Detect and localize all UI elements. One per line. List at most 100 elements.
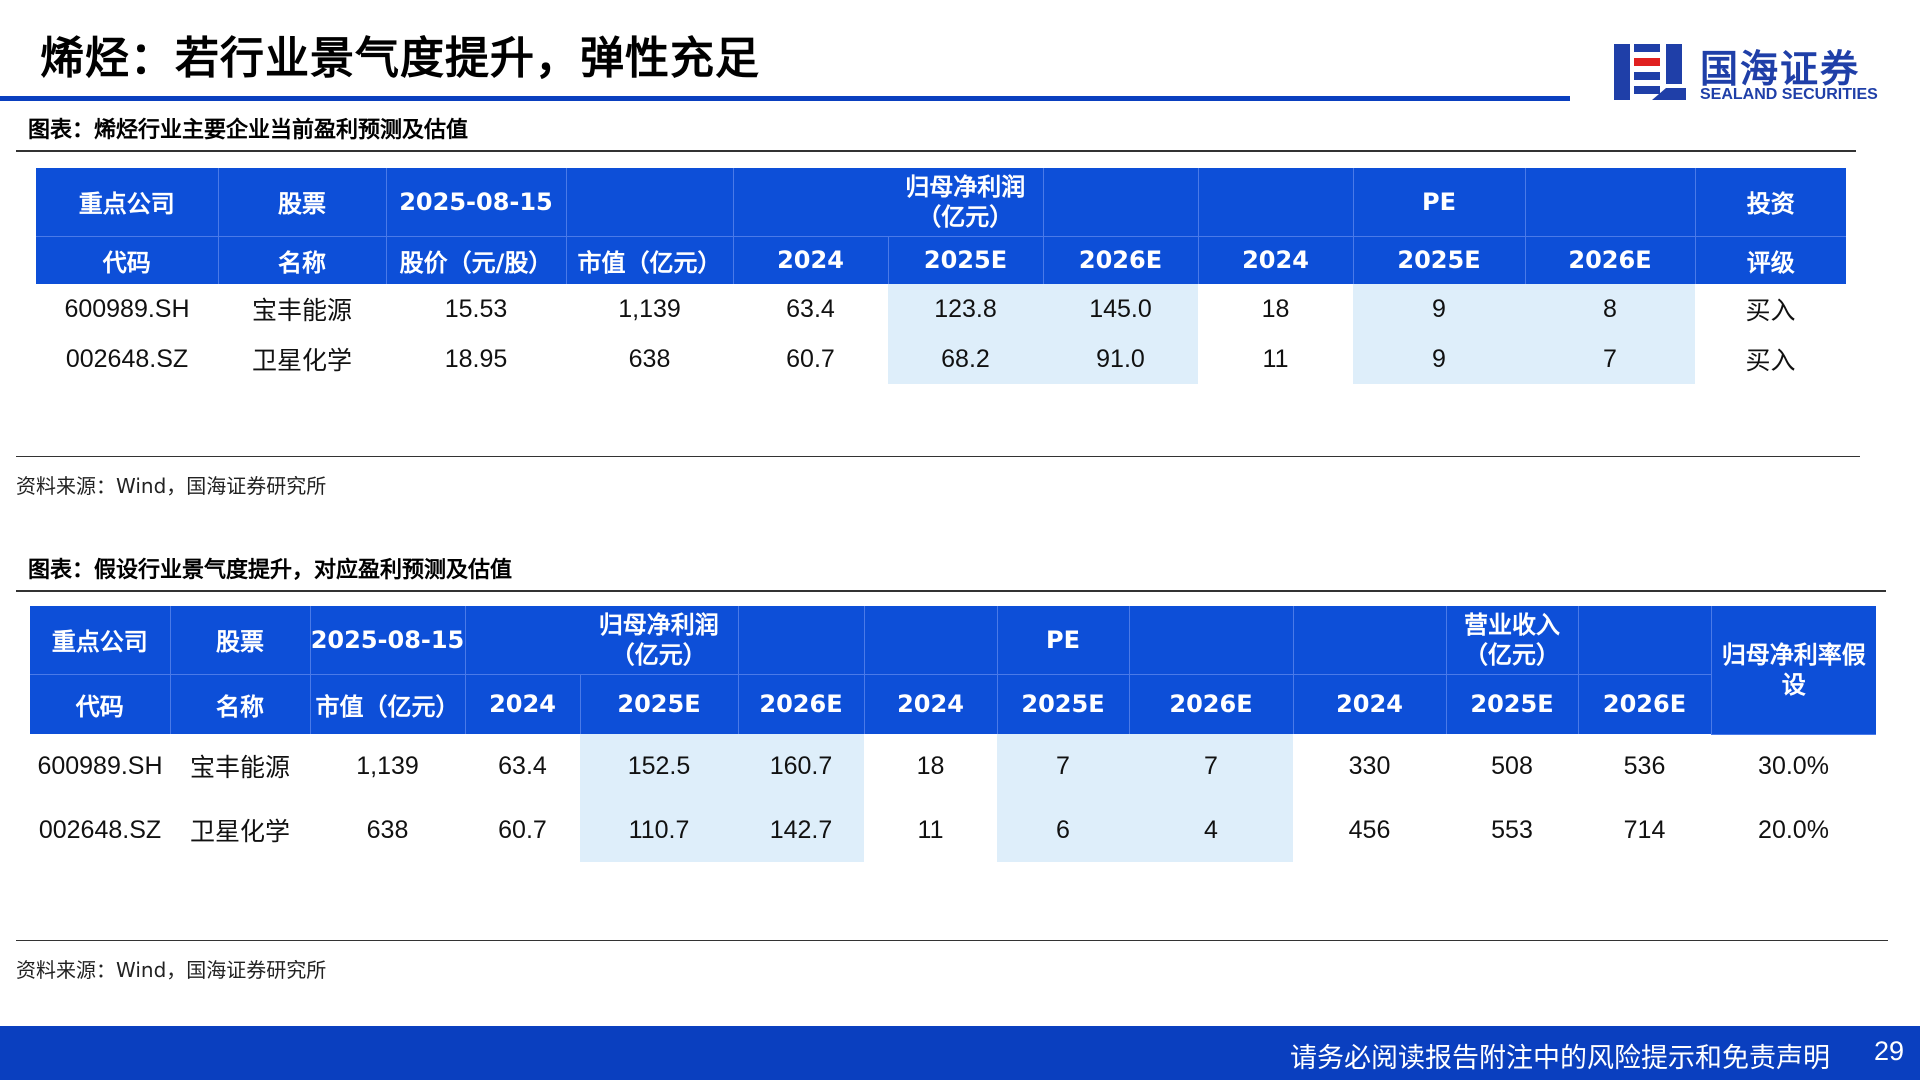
page-number: 29	[1873, 1036, 1904, 1066]
t2-r0-rev2026e: 536	[1623, 751, 1666, 780]
table1: 重点公司 股票 2025-08-15 归母净利润（亿元） PE 投资 代码 名称…	[36, 168, 1846, 384]
t1-r1-rating: 买入	[1745, 346, 1796, 375]
t2-h2-c4: 2025E	[580, 674, 739, 734]
t1-r1-pe2024: 11	[1262, 344, 1289, 373]
t1-h2-c10: 评级	[1695, 236, 1846, 284]
table1-title: 图表：烯烃行业主要企业当前盈利预测及估值	[28, 118, 469, 143]
t2-h1-c10: 营业收入（亿元）	[1446, 606, 1579, 675]
t2-r0-margin: 30.0%	[1758, 751, 1829, 780]
t1-r1-price: 18.95	[444, 344, 508, 373]
slide-title: 烯烃：若行业景气度提升，弹性充足	[40, 33, 760, 84]
company-logo: 国海证券 SEALAND SECURITIES	[1612, 32, 1902, 112]
table1-bottom-rule	[16, 456, 1860, 457]
t2-r0-rev2024: 330	[1348, 751, 1391, 780]
t2-r0-name: 宝丰能源	[189, 753, 290, 782]
t1-h2-c1: 名称	[218, 236, 387, 284]
t1-r1-mktcap: 638	[628, 344, 671, 373]
t1-r0-np2024: 63.4	[786, 294, 835, 323]
t2-h1-c6	[864, 606, 998, 675]
t1-r0-mktcap: 1,139	[618, 294, 681, 323]
footer-disclaimer: 请务必阅读报告附注中的风险提示和免责声明	[1290, 1043, 1830, 1074]
table2: 重点公司 股票 2025-08-15 归母净利润（亿元） PE 营业收入（亿元）…	[30, 606, 1876, 862]
t2-r1-pe2026e: 4	[1129, 798, 1293, 862]
table-row: 600989.SH 宝丰能源 15.53 1,139 63.4 123.8 14…	[36, 284, 1846, 334]
t2-h2-c3: 2024	[465, 674, 581, 734]
table1-top-rule	[16, 150, 1856, 152]
t2-h2-c5: 2026E	[738, 674, 865, 734]
t1-r0-pe2025e: 9	[1353, 284, 1525, 334]
t2-h2-c7: 2025E	[997, 674, 1130, 734]
t2-r1-np2026e: 142.7	[738, 798, 864, 862]
t2-h1-c8	[1129, 606, 1294, 675]
t1-h2-c3: 市值（亿元）	[566, 236, 734, 284]
t1-r0-pe2026e: 8	[1525, 284, 1695, 334]
t1-r0-price: 15.53	[444, 294, 508, 323]
t2-r0-pe2024: 18	[916, 751, 945, 780]
t1-r1-name: 卫星化学	[251, 346, 352, 375]
t1-h1-c4	[733, 168, 888, 237]
t1-h2-c4: 2024	[733, 236, 889, 284]
table2-source: 资料来源：Wind，国海证券研究所	[16, 958, 327, 982]
t1-h1-c9	[1525, 168, 1696, 237]
t2-h2-c0: 代码	[30, 674, 171, 734]
t2-h1-c7: PE	[997, 606, 1130, 675]
t2-r1-mktcap: 638	[366, 815, 409, 844]
t1-r0-code: 600989.SH	[64, 294, 190, 323]
t1-r1-np2025e: 68.2	[888, 334, 1043, 384]
t2-h2-c11: 2026E	[1578, 674, 1712, 734]
t2-net-margin-header: 归母净利率假设	[1711, 606, 1876, 735]
t2-r1-np2025e: 110.7	[580, 798, 738, 862]
t1-r0-name: 宝丰能源	[251, 296, 352, 325]
t2-r1-name: 卫星化学	[189, 817, 290, 846]
t2-h1-c2: 2025-08-15	[310, 606, 466, 675]
t2-h1-c9	[1293, 606, 1447, 675]
t1-r1-pe2025e: 9	[1353, 334, 1525, 384]
t2-h1-c0: 重点公司	[30, 606, 171, 675]
t1-h2-c6: 2026E	[1043, 236, 1199, 284]
t1-h1-c7	[1198, 168, 1354, 237]
t1-h2-c7: 2024	[1198, 236, 1354, 284]
t2-h2-c10: 2025E	[1446, 674, 1579, 734]
t2-r1-code: 002648.SZ	[38, 815, 162, 844]
table1-source: 资料来源：Wind，国海证券研究所	[16, 474, 327, 498]
t2-h1-c11	[1578, 606, 1712, 675]
t2-r1-margin: 20.0%	[1758, 815, 1829, 844]
t1-r0-np2026e: 145.0	[1043, 284, 1198, 334]
logo-chinese-name: 国海证券	[1700, 47, 1861, 91]
t1-r1-code: 002648.SZ	[65, 344, 189, 373]
t1-h1-c6	[1043, 168, 1199, 237]
table2-bottom-rule	[16, 940, 1888, 941]
logo-english-name: SEALAND SECURITIES	[1700, 86, 1878, 103]
t1-h2-c9: 2026E	[1525, 236, 1696, 284]
t1-h2-c2: 股价（元/股）	[386, 236, 567, 284]
t2-r0-mktcap: 1,139	[356, 751, 419, 780]
t2-h1-c3	[465, 606, 580, 675]
t2-r0-np2024: 63.4	[498, 751, 547, 780]
title-underline	[0, 96, 1570, 101]
t1-h1-c3	[566, 168, 734, 237]
t2-r0-np2025e: 152.5	[580, 734, 738, 798]
t2-h2-c2: 市值（亿元）	[310, 674, 466, 734]
t1-h2-c5: 2025E	[888, 236, 1044, 284]
footer-bar: 请务必阅读报告附注中的风险提示和免责声明 29	[0, 1026, 1920, 1080]
t1-h1-c10: 投资	[1695, 168, 1846, 237]
t1-h1-c2: 2025-08-15	[386, 168, 567, 237]
t1-r0-rating: 买入	[1745, 296, 1796, 325]
t1-h1-c0: 重点公司	[36, 168, 219, 237]
t1-h1-c5: 归母净利润（亿元）	[888, 168, 1044, 237]
t2-h2-c6: 2024	[864, 674, 998, 734]
t2-r1-rev2026e: 714	[1623, 815, 1666, 844]
t2-h2-c1: 名称	[170, 674, 311, 734]
t2-r0-np2026e: 160.7	[738, 734, 864, 798]
t2-r0-rev2025e: 508	[1491, 751, 1533, 780]
table1-header-row-2: 代码 名称 股价（元/股） 市值（亿元） 2024 2025E 2026E 20…	[36, 236, 1846, 284]
t1-r0-np2025e: 123.8	[888, 284, 1043, 334]
t2-h2-c8: 2026E	[1129, 674, 1294, 734]
sealand-logo-icon	[1614, 44, 1686, 100]
t1-r0-pe2024: 18	[1261, 294, 1290, 323]
t2-h2-c9: 2024	[1293, 674, 1447, 734]
table2-header-row-2: 代码 名称 市值（亿元） 2024 2025E 2026E 2024 2025E…	[30, 674, 1876, 734]
table2-header-row-1: 重点公司 股票 2025-08-15 归母净利润（亿元） PE 营业收入（亿元）…	[30, 606, 1876, 735]
t2-h1-c1: 股票	[170, 606, 311, 675]
table-row: 600989.SH 宝丰能源 1,139 63.4 152.5 160.7 18…	[30, 734, 1876, 798]
